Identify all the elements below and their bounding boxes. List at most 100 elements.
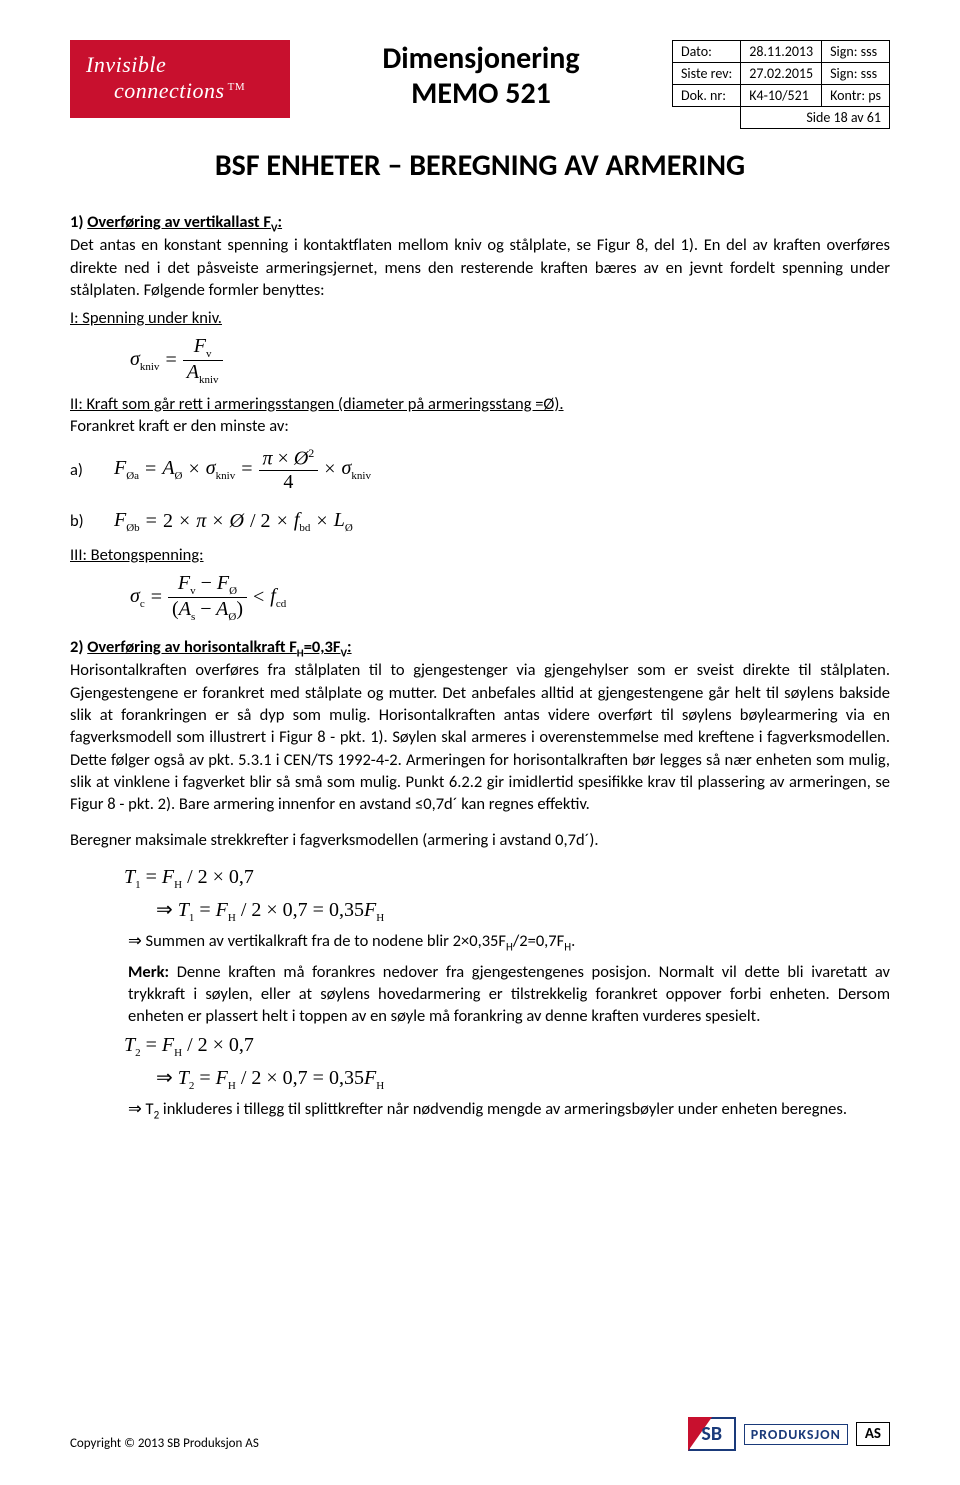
meta-value: 28.11.2013 bbox=[741, 41, 822, 63]
fraction: π × Ø2 4 bbox=[259, 447, 319, 493]
den-A: A bbox=[187, 361, 199, 383]
sigma: σ bbox=[206, 457, 216, 479]
times: × bbox=[277, 510, 288, 533]
logo-line-2: connectionsTM bbox=[114, 78, 274, 104]
A: A bbox=[162, 457, 174, 479]
meta-row-side: Side 18 av 61 bbox=[672, 107, 889, 129]
merk-text: Denne kraften må forankres nedover fra g… bbox=[128, 962, 890, 1027]
formula-sigma-c: σc = Fv − FØ (As − AØ) < fcd bbox=[130, 572, 890, 623]
F: F bbox=[178, 572, 190, 594]
section-2-sub-h: H bbox=[297, 646, 304, 659]
formula-sigma-kniv: σkniv = Fv Akniv bbox=[130, 335, 890, 386]
part-ii-label: II: Kraft som går rett i armeringsstange… bbox=[70, 393, 890, 415]
sub-kniv: kniv bbox=[216, 470, 236, 482]
sub-kniv: kniv bbox=[351, 470, 371, 482]
section-1-colon: : bbox=[277, 212, 282, 232]
part-iii-label: III: Betongspenning: bbox=[70, 544, 890, 566]
meta-label: Dok. nr: bbox=[672, 85, 740, 107]
as-box: AS bbox=[856, 1422, 890, 1446]
t1-merk-note: Merk: Denne kraften må forankres nedover… bbox=[128, 961, 890, 1028]
trademark: TM bbox=[228, 81, 246, 93]
slash2: / 2 bbox=[250, 510, 271, 533]
meta-value: K4-10/521 bbox=[741, 85, 822, 107]
page: Invisible connectionsTM Dimensjonering M… bbox=[0, 0, 960, 1485]
section-1-title-text: Overføring av vertikallast F bbox=[87, 212, 271, 232]
A: A bbox=[216, 598, 228, 620]
produksjon-text: PRODUKSJON bbox=[744, 1424, 848, 1445]
O: Ø bbox=[230, 510, 244, 533]
fraction: Fv − FØ (As − AØ) bbox=[168, 572, 247, 623]
sub-Ob: Øb bbox=[126, 522, 139, 534]
meta-value: 27.02.2015 bbox=[741, 63, 822, 85]
sub-kniv: kniv bbox=[140, 361, 160, 373]
meta-label: Dato: bbox=[672, 41, 740, 63]
sb-produksjon-logo: SB PRODUKSJON AS bbox=[688, 1417, 890, 1451]
two: 2 bbox=[163, 510, 173, 533]
meta-table: Dato: 28.11.2013 Sign: sss Siste rev: 27… bbox=[672, 40, 890, 129]
part-i-label: I: Spenning under kniv. bbox=[70, 307, 890, 329]
formula-t1-line2: ⇒ T1 = FH / 2 × 0,7 = 0,35FH bbox=[156, 897, 890, 924]
equals: = bbox=[145, 458, 156, 481]
times: × bbox=[316, 510, 327, 533]
sq: 2 bbox=[308, 446, 314, 460]
part-ii-forankret: Forankret kraft er den minste av: bbox=[70, 415, 890, 437]
times: × bbox=[212, 510, 223, 533]
meta-row: Siste rev: 27.02.2015 Sign: sss bbox=[672, 63, 889, 85]
section-1-heading: 1) Overføring av vertikallast FV: bbox=[70, 212, 890, 234]
sub-bd: bd bbox=[299, 522, 310, 534]
times: × bbox=[189, 458, 200, 481]
paren-r: ) bbox=[236, 598, 243, 620]
sub-s: s bbox=[191, 611, 195, 623]
lt: < bbox=[253, 586, 264, 609]
sub-v: v bbox=[190, 585, 196, 597]
formula-b-row: b) FØb = 2 × π × Ø / 2 × fbd × LØ bbox=[70, 503, 890, 540]
section-1-paragraph: Det antas en konstant spenning i kontakt… bbox=[70, 234, 890, 301]
header-row: Invisible connectionsTM Dimensjonering M… bbox=[70, 40, 890, 129]
sigma-symbol: σ bbox=[130, 348, 140, 370]
meta-row: Dok. nr: K4-10/521 Kontr: ps bbox=[672, 85, 889, 107]
sigma: σ bbox=[342, 457, 352, 479]
sb-badge-icon: SB bbox=[688, 1417, 736, 1451]
meta-label: Siste rev: bbox=[672, 63, 740, 85]
t1-sum-note: ⇒ Summen av vertikalkraft fra de to node… bbox=[128, 930, 890, 955]
formula-t1-line1: T1 = FH / 2 × 0,7 bbox=[124, 866, 890, 891]
F: F bbox=[114, 457, 126, 479]
paren-l: ( bbox=[172, 598, 179, 620]
main-heading: BSF ENHETER – BEREGNING AV ARMERING bbox=[70, 147, 890, 184]
copyright: Copyright © 2013 SB Produksjon AS bbox=[70, 1436, 259, 1451]
doc-title-line-1: Dimensjonering bbox=[290, 40, 672, 77]
meta-sign: Sign: sss bbox=[822, 63, 890, 85]
t2-note: ⇒ T2 inkluderes i tillegg til splittkref… bbox=[128, 1098, 890, 1123]
section-2-num: 2) bbox=[70, 637, 87, 657]
sub-c: c bbox=[140, 598, 145, 610]
logo-line-1: Invisible bbox=[86, 52, 274, 78]
label-a: a) bbox=[70, 460, 104, 480]
F: F bbox=[217, 572, 229, 594]
equals: = bbox=[241, 458, 252, 481]
fraction: Fv Akniv bbox=[183, 335, 223, 386]
pi: π bbox=[196, 510, 206, 533]
sub-O: Ø bbox=[229, 585, 237, 597]
O: Ø bbox=[294, 448, 308, 470]
minus: − bbox=[201, 572, 212, 594]
page-number: Side 18 av 61 bbox=[741, 107, 890, 129]
sb-text: SB bbox=[701, 1422, 722, 1446]
brand-logo: Invisible connectionsTM bbox=[70, 40, 290, 118]
equals: = bbox=[165, 349, 176, 372]
minus: − bbox=[200, 598, 211, 620]
times: × bbox=[179, 510, 190, 533]
times: × bbox=[324, 458, 335, 481]
sub-O: Ø bbox=[175, 470, 183, 482]
num-F: F bbox=[194, 335, 206, 357]
calc-intro: Beregner maksimale strekkrefter i fagver… bbox=[70, 829, 890, 851]
den-kniv: kniv bbox=[199, 374, 219, 386]
formula-t2-line2: ⇒ T2 = FH / 2 × 0,7 = 0,35FH bbox=[156, 1065, 890, 1092]
sigma: σ bbox=[130, 585, 140, 607]
equals: = bbox=[151, 586, 162, 609]
formula-t2-line1: T2 = FH / 2 × 0,7 bbox=[124, 1034, 890, 1059]
A: A bbox=[179, 598, 191, 620]
section-2-colon: : bbox=[347, 637, 352, 657]
F: F bbox=[114, 509, 126, 531]
formula-a-row: a) FØa = AØ × σkniv = π × Ø2 4 × σkniv bbox=[70, 441, 890, 499]
pi: π bbox=[263, 448, 273, 470]
